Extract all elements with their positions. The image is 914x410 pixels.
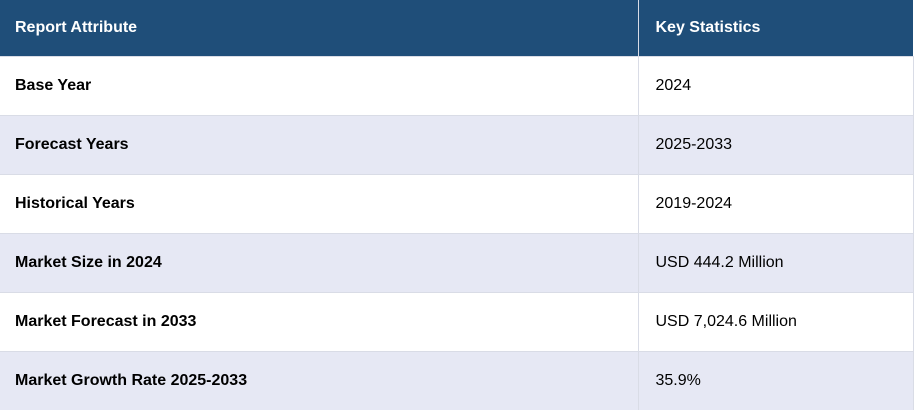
row-attribute: Historical Years — [0, 174, 639, 234]
row-attribute: Forecast Years — [0, 115, 639, 175]
row-attribute: Base Year — [0, 56, 639, 116]
table-row: Base Year 2024 — [0, 56, 914, 116]
table-row: Market Forecast in 2033 USD 7,024.6 Mill… — [0, 292, 914, 352]
row-value: 2025-2033 — [638, 115, 914, 175]
row-attribute: Market Growth Rate 2025-2033 — [0, 351, 639, 410]
row-value: USD 444.2 Million — [638, 233, 914, 293]
table-row: Market Growth Rate 2025-2033 35.9% — [0, 351, 914, 410]
header-key-statistics: Key Statistics — [638, 0, 913, 57]
row-attribute: Market Size in 2024 — [0, 233, 639, 293]
table-header-row: Report Attribute Key Statistics — [0, 0, 913, 57]
table-row: Market Size in 2024 USD 444.2 Million — [0, 233, 914, 293]
row-value: 2024 — [638, 56, 914, 116]
row-value: 35.9% — [638, 351, 914, 410]
header-report-attribute: Report Attribute — [0, 0, 639, 57]
row-attribute: Market Forecast in 2033 — [0, 292, 639, 352]
table-row: Historical Years 2019-2024 — [0, 174, 914, 234]
row-value: 2019-2024 — [638, 174, 914, 234]
table-row: Forecast Years 2025-2033 — [0, 115, 914, 175]
row-value: USD 7,024.6 Million — [638, 292, 914, 352]
